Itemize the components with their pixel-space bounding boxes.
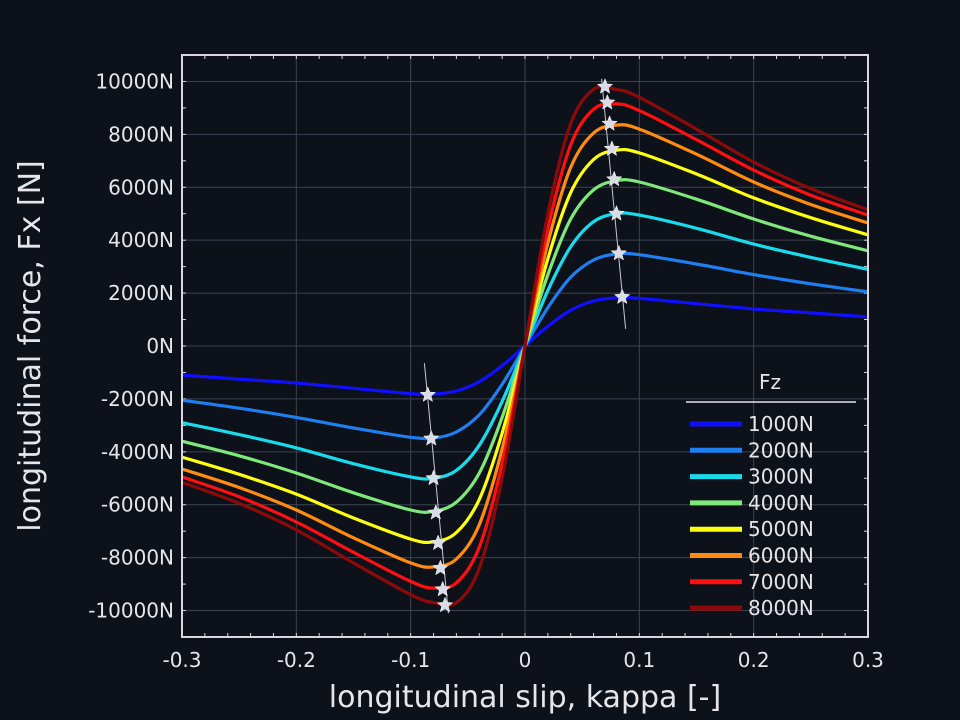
peak-star-positive-5000N [603,140,621,156]
y-tick-label: 8000N [108,122,174,146]
y-tick-label: -2000N [101,387,174,411]
peak-star-positive-4000N [605,170,623,187]
peak-star-negative-5000N [429,534,447,551]
y-tick-label: 4000N [108,228,174,252]
legend-label-1000N: 1000N [748,412,814,436]
y-tick-label: 6000N [108,175,174,199]
plot-frame [181,54,869,638]
legend-label-3000N: 3000N [748,465,814,489]
y-tick-label: -8000N [101,546,174,570]
legend-label-8000N: 8000N [748,596,814,620]
x-tick-labels: -0.3 -0.2 -0.1 0 0.1 0.2 0.3 [162,648,883,672]
x-tick-label: -0.2 [277,648,316,672]
x-tick-label: 0.3 [852,648,884,672]
legend-label-6000N: 6000N [748,544,814,568]
series-lines [181,84,869,608]
peak-star-negative-1000N [419,386,437,402]
y-tick-label: 0N [146,334,174,358]
peak-star-negative-6000N [432,559,449,576]
legend-label-5000N: 5000N [748,517,814,541]
legend-label-4000N: 4000N [748,491,814,515]
legend-title: Fz [759,370,781,394]
peak-star-negative-3000N [425,469,442,486]
peak-star-negative-2000N [422,429,440,446]
y-tick-label: 2000N [108,281,174,305]
peak-star-positive-2000N [610,244,628,261]
x-tick-label: 0 [519,648,532,672]
x-axis-label: longitudinal slip, kappa [-] [329,680,721,715]
y-tick-label: -4000N [101,440,174,464]
peak-star-negative-7000N [434,580,451,597]
y-axis-label: longitudinal force, Fx [N] [13,160,48,532]
series-line-8000N [181,84,869,608]
x-tick-label: 0.2 [738,648,770,672]
peak-star-negative-8000N [436,596,454,613]
x-tick-label: -0.3 [162,648,201,672]
peak-star-positive-7000N [599,93,616,110]
y-tick-label: 10000N [95,69,174,93]
x-tick-label: 0.1 [623,648,655,672]
peak-star-positive-6000N [601,115,618,131]
peak-star-negative-4000N [427,504,445,520]
peak-star-positive-8000N [596,78,614,94]
legend-label-7000N: 7000N [748,570,814,594]
peak-locus-positive [601,78,627,329]
x-tick-label: -0.1 [391,648,430,672]
peak-star-positive-1000N [613,288,631,305]
peak-star-positive-3000N [608,205,625,221]
peak-markers [419,78,631,613]
y-tick-label: -6000N [101,493,174,517]
legend-label-2000N: 2000N [748,438,814,462]
y-tick-label: -10000N [88,599,174,623]
y-tick-labels: -10000N -8000N -6000N -4000N -2000N 0N 2000N 40… [88,69,174,622]
